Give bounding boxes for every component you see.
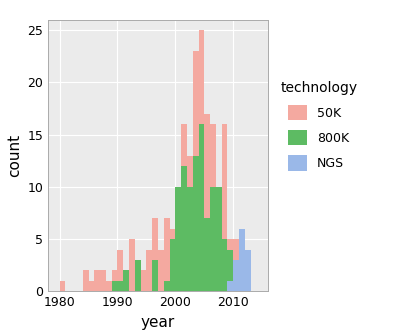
Bar [60, 281, 65, 291]
Bar [181, 166, 187, 291]
Bar [216, 187, 222, 291]
Bar [94, 270, 100, 291]
Legend: 50K, 800K, NGS: 50K, 800K, NGS [280, 81, 357, 171]
Bar [164, 281, 170, 291]
Bar [175, 187, 181, 291]
Bar [129, 239, 135, 291]
Bar [193, 156, 198, 291]
Bar [164, 218, 170, 291]
Bar [83, 270, 88, 291]
Bar [112, 270, 118, 291]
Bar [112, 281, 118, 291]
Bar [135, 260, 141, 291]
Bar [135, 281, 141, 291]
Bar [118, 281, 123, 291]
Bar [193, 51, 198, 291]
Bar [233, 239, 239, 291]
Bar [152, 260, 158, 291]
Bar [245, 250, 251, 291]
Bar [106, 281, 112, 291]
Bar [228, 250, 233, 291]
Bar [152, 218, 158, 291]
Bar [187, 187, 193, 291]
Bar [100, 270, 106, 291]
Bar [158, 250, 164, 291]
Bar [210, 124, 216, 291]
Bar [222, 124, 228, 291]
Bar [118, 250, 123, 291]
Bar [181, 124, 187, 291]
Bar [239, 250, 245, 291]
Bar [210, 187, 216, 291]
Bar [175, 229, 181, 291]
Bar [233, 260, 239, 291]
Bar [239, 229, 245, 291]
Bar [187, 156, 193, 291]
Bar [245, 250, 251, 291]
Y-axis label: count: count [7, 134, 22, 177]
Bar [170, 239, 175, 291]
Bar [222, 239, 228, 291]
Bar [228, 239, 233, 291]
Bar [123, 270, 129, 291]
Bar [123, 270, 129, 291]
Bar [88, 281, 94, 291]
Bar [198, 124, 204, 291]
Bar [146, 250, 152, 291]
Bar [170, 229, 175, 291]
Bar [198, 30, 204, 291]
Bar [141, 270, 146, 291]
Bar [216, 187, 222, 291]
Bar [228, 281, 233, 291]
Bar [204, 114, 210, 291]
X-axis label: year: year [141, 315, 175, 330]
Bar [204, 218, 210, 291]
